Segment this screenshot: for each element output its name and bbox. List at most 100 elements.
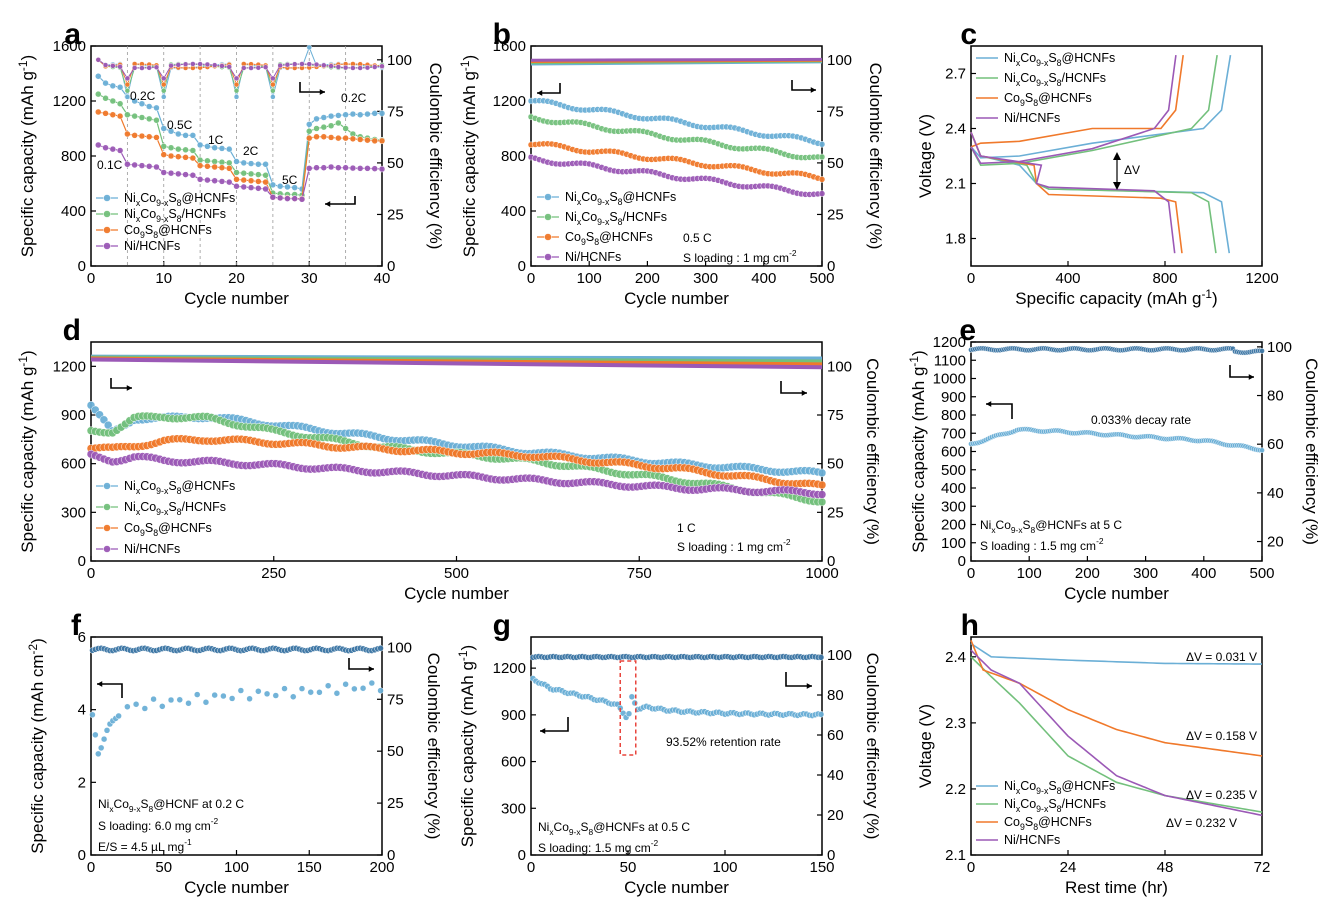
- capacity-point: [818, 141, 826, 148]
- text-run: Co: [140, 479, 156, 493]
- capacity-point: [97, 744, 105, 752]
- ce-axis-arrow: [1229, 365, 1254, 378]
- x-tick-label: 150: [297, 859, 322, 876]
- capacity-point: [262, 185, 269, 193]
- y-tick-label: 1200: [493, 660, 526, 677]
- legend-marker: [103, 210, 111, 218]
- text-run: S: [1048, 51, 1056, 65]
- capacity-point: [100, 735, 108, 743]
- capacity-point: [225, 145, 233, 153]
- sup-run: -2: [651, 838, 659, 848]
- y-tick-label: 1100: [934, 352, 966, 369]
- x-tick-label: 100: [577, 270, 602, 287]
- capacity-point: [116, 100, 124, 107]
- capacity-point: [817, 711, 825, 718]
- y-tick-label: 0: [518, 258, 526, 275]
- sub-run: 8: [153, 528, 158, 538]
- ce-axis-arrow: [791, 80, 816, 91]
- capacity-point: [262, 172, 269, 179]
- rate-label: 0.1C: [97, 158, 123, 172]
- y2-tick-label: 20: [1267, 534, 1284, 551]
- capacity-point: [818, 176, 826, 183]
- y-tick-label: 0: [78, 847, 86, 864]
- sup-run: -2: [783, 537, 791, 547]
- text-run: Voltage (V): [916, 704, 935, 788]
- capacity-point: [281, 685, 288, 692]
- text-run: /HCNFs: [623, 210, 667, 224]
- capacity-point: [145, 163, 153, 170]
- x-tick-label: 72: [1254, 859, 1271, 876]
- text-run: Ni: [1004, 51, 1016, 65]
- y2-tick-label: 25: [387, 795, 404, 812]
- ce-axis-arrow: [348, 658, 374, 670]
- legend-label: Co9​S8​@HCNFs: [1004, 815, 1092, 832]
- ce-point: [211, 62, 218, 68]
- capacity-point: [116, 147, 124, 154]
- text-run: Co: [565, 230, 581, 244]
- sup-run: -2: [1096, 536, 1104, 546]
- capacity-point: [182, 171, 189, 178]
- y-axis-title: Specific capacity (mAh g-1​): [16, 350, 37, 552]
- y-tick-label: 2.4: [945, 649, 966, 666]
- capacity-point: [141, 705, 149, 712]
- text-run: @HCNFs at 5 C: [1035, 518, 1122, 532]
- text-run: S: [168, 479, 176, 493]
- ce-point: [364, 64, 371, 71]
- sub-run: 9-x: [569, 827, 581, 837]
- sup-run: -2: [26, 643, 40, 654]
- charge-curve: [970, 55, 1232, 159]
- y-tick-label: 2: [78, 774, 86, 791]
- capacity-point: [262, 161, 269, 168]
- ce-point: [350, 65, 356, 71]
- x-axis-title: Cycle number: [624, 878, 729, 897]
- capacity-axis-arrow: [537, 83, 561, 94]
- capacity-point: [364, 165, 371, 172]
- ce-point: [233, 75, 240, 82]
- capacity-point: [342, 111, 349, 118]
- text-run: @HCNF at 0.2 C: [153, 797, 244, 811]
- capacity-point: [109, 111, 117, 118]
- capacity-point: [307, 688, 314, 696]
- sub-run: 9-x: [156, 507, 169, 517]
- legend-marker: [544, 193, 552, 201]
- capacity-point: [284, 183, 291, 191]
- sup-run: -1: [16, 356, 30, 367]
- legend-label: Nix​Co9-x​S8​@HCNFs: [1004, 779, 1115, 796]
- sub-run: x: [136, 486, 141, 496]
- x-tick-label: 20: [228, 270, 245, 287]
- capacity-point: [349, 135, 357, 143]
- capacity-point: [138, 162, 146, 169]
- ce-line: [97, 59, 383, 80]
- capacity-point: [316, 689, 323, 696]
- ce-point: [197, 61, 203, 67]
- text-run: @HCNFs: [1062, 51, 1116, 65]
- text-run: Ni/HCNFs: [565, 250, 621, 264]
- text-run: Ni: [98, 797, 109, 811]
- decay-annotation: 0.033% decay rate: [1091, 413, 1191, 427]
- x-tick-label: 0: [967, 270, 975, 287]
- capacity-point: [342, 125, 349, 132]
- rate-label: 0.2C: [130, 89, 156, 103]
- text-run: S: [145, 223, 153, 237]
- capacity-point: [189, 172, 197, 179]
- ce-point: [124, 81, 131, 88]
- panel-label: h: [961, 609, 979, 642]
- y-tick-label: 4: [78, 702, 86, 719]
- y2-tick-label: 80: [1267, 388, 1284, 405]
- legend-marker: [103, 242, 111, 250]
- capacity-point: [306, 165, 313, 172]
- arrow-head: [986, 401, 992, 407]
- x-axis-title: Specific capacity (mAh g-1​): [1015, 287, 1217, 308]
- capacity-point: [247, 177, 255, 184]
- x-axis-title: Rest time (hr): [1065, 878, 1168, 897]
- text-run: S: [609, 190, 617, 204]
- sub-run: 8: [153, 230, 158, 240]
- capacity-point: [818, 153, 826, 161]
- capacity-point: [145, 133, 153, 140]
- text-run: @HCNFs: [158, 521, 212, 535]
- sub-run: x: [1016, 78, 1021, 88]
- capacity-point: [167, 696, 175, 704]
- sub-run: x: [549, 827, 554, 837]
- capacity-point: [176, 696, 184, 704]
- capacity-point: [320, 114, 328, 121]
